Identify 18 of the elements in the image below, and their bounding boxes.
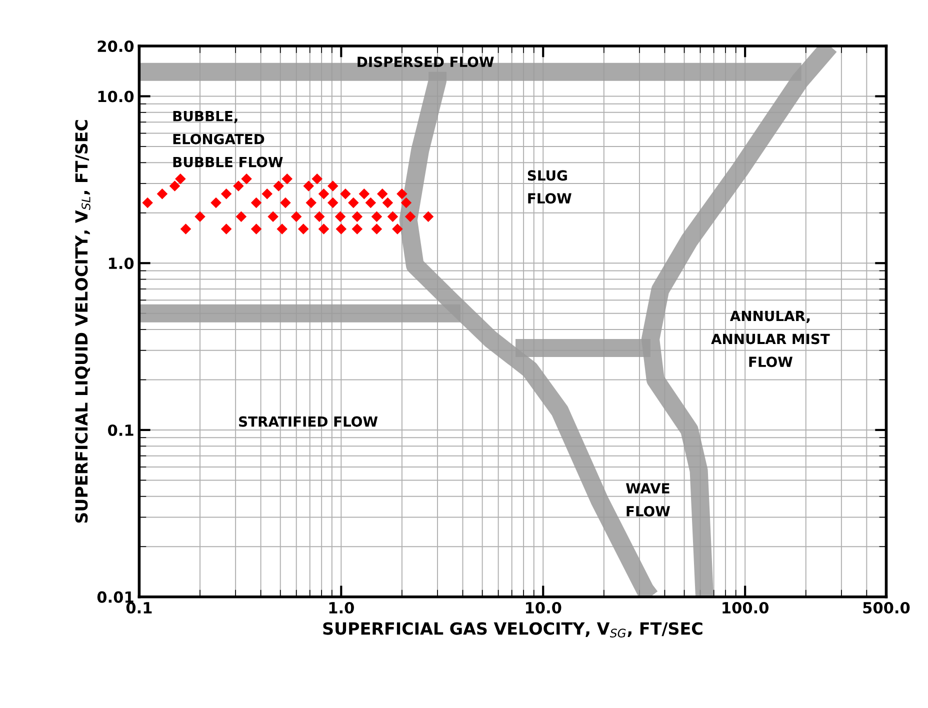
annotation: SLUG FLOW xyxy=(528,170,572,204)
x-tick-label: 100.0 xyxy=(722,602,769,614)
y-tick-label: 0.01 xyxy=(97,591,134,603)
y-axis-title: SUPERFICIAL LIQUID VELOCITY, V$_{SL}$, FT/SEC xyxy=(75,120,90,523)
x-axis-title: SUPERFICIAL GAS VELOCITY, V$_{SG}$, FT/SEC xyxy=(323,622,702,638)
y-tick-label: 20.0 xyxy=(98,40,134,52)
x-tick-label: 0.1 xyxy=(126,602,152,614)
y-tick-label: 10.0 xyxy=(98,90,134,102)
annotation: WAVE FLOW xyxy=(626,483,670,516)
annotation: BUBBLE, ELONGATED BUBBLE FLOW xyxy=(173,111,283,168)
x-tick-label: 10.0 xyxy=(526,602,562,614)
x-tick-label: 500.0 xyxy=(863,602,910,614)
annotation: DISPERSED FLOW xyxy=(358,56,494,68)
y-tick-label: 1.0 xyxy=(109,258,134,270)
y-tick-label: 0.1 xyxy=(108,424,134,436)
annotation: STRATIFIED FLOW xyxy=(239,416,378,427)
x-tick-label: 1.0 xyxy=(329,602,354,614)
annotation: ANNULAR, ANNULAR MIST FLOW xyxy=(711,310,830,368)
